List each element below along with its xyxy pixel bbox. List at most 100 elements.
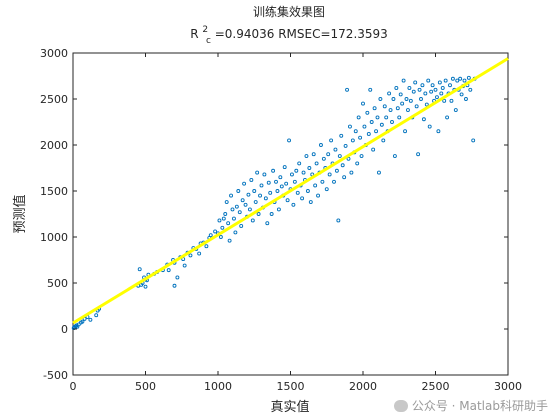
x-tick-label: 1000 bbox=[204, 380, 232, 393]
data-point bbox=[236, 189, 241, 193]
data-point bbox=[247, 207, 252, 212]
data-point bbox=[334, 168, 339, 173]
data-point bbox=[233, 230, 238, 235]
data-point bbox=[377, 170, 381, 175]
data-point bbox=[417, 87, 422, 92]
data-point bbox=[243, 202, 248, 207]
data-point bbox=[369, 120, 374, 124]
y-tick-label: 0 bbox=[61, 323, 68, 336]
data-point bbox=[287, 138, 291, 143]
data-point bbox=[366, 132, 371, 136]
data-point bbox=[295, 190, 300, 195]
data-point bbox=[316, 193, 320, 198]
data-point bbox=[439, 91, 444, 96]
y-tick-label: -500 bbox=[43, 369, 68, 382]
data-point bbox=[307, 166, 312, 170]
axis-ticks: 0 500 1000 1500 2000 2500 3000-500050010001500… bbox=[40, 47, 522, 393]
data-point bbox=[137, 267, 142, 272]
data-point bbox=[416, 152, 421, 157]
data-point bbox=[300, 196, 305, 201]
data-point bbox=[234, 204, 239, 209]
data-point bbox=[459, 92, 464, 97]
data-point bbox=[290, 172, 294, 177]
data-point bbox=[388, 108, 393, 112]
data-point bbox=[382, 104, 387, 109]
data-point bbox=[208, 233, 213, 238]
data-point bbox=[182, 263, 187, 268]
data-point bbox=[404, 97, 409, 101]
data-point bbox=[220, 225, 225, 230]
data-point bbox=[262, 172, 267, 177]
y-tick-label: 2000 bbox=[40, 139, 68, 152]
y-axis-label: 预测值 bbox=[12, 194, 28, 233]
data-point bbox=[255, 170, 260, 175]
axes-box bbox=[72, 52, 509, 376]
data-point bbox=[339, 133, 344, 138]
data-point bbox=[345, 87, 349, 92]
data-point bbox=[436, 129, 441, 134]
data-point bbox=[397, 115, 402, 120]
data-point bbox=[448, 83, 452, 88]
r2-subscript: c bbox=[206, 36, 211, 46]
data-point bbox=[166, 268, 171, 273]
data-point bbox=[342, 175, 347, 180]
data-point bbox=[229, 193, 234, 198]
data-point bbox=[282, 165, 287, 170]
data-point bbox=[365, 110, 370, 115]
data-point bbox=[423, 91, 428, 96]
data-point bbox=[437, 80, 442, 85]
x-tick-label: 2000 bbox=[349, 380, 377, 393]
data-point bbox=[407, 86, 412, 90]
y-tick-label: 1500 bbox=[40, 185, 68, 198]
r2-label: R bbox=[190, 27, 198, 41]
data-point bbox=[252, 189, 257, 193]
data-point bbox=[271, 168, 276, 173]
data-point bbox=[237, 210, 242, 215]
data-point bbox=[291, 202, 296, 207]
data-point bbox=[421, 117, 426, 122]
data-point bbox=[355, 161, 360, 166]
data-point bbox=[379, 122, 384, 127]
data-point bbox=[408, 98, 413, 103]
data-point bbox=[239, 224, 244, 228]
data-point bbox=[371, 147, 376, 152]
data-point bbox=[433, 87, 438, 92]
data-point bbox=[314, 161, 319, 166]
data-point bbox=[263, 196, 268, 201]
data-point bbox=[188, 253, 193, 258]
data-point bbox=[218, 235, 223, 239]
data-point bbox=[450, 76, 455, 81]
data-point bbox=[378, 97, 383, 101]
data-point bbox=[320, 179, 325, 184]
data-point bbox=[350, 138, 355, 143]
data-point bbox=[304, 154, 309, 158]
data-point bbox=[356, 115, 361, 120]
plot-area: 0 500 1000 1500 2000 2500 3000-500050010001500… bbox=[40, 47, 522, 393]
y-tick-label: 1000 bbox=[40, 231, 68, 244]
data-point bbox=[442, 98, 447, 103]
data-point bbox=[250, 218, 255, 223]
data-point bbox=[390, 120, 394, 124]
data-point bbox=[324, 187, 329, 192]
data-point bbox=[278, 175, 283, 180]
data-point bbox=[258, 193, 262, 198]
data-point bbox=[429, 89, 434, 94]
data-point bbox=[359, 154, 364, 158]
data-point bbox=[340, 163, 345, 168]
data-point bbox=[391, 97, 396, 101]
data-point bbox=[453, 108, 458, 112]
data-point bbox=[279, 184, 284, 189]
data-point bbox=[419, 97, 423, 101]
data-point bbox=[284, 181, 289, 186]
data-point bbox=[375, 115, 380, 120]
y-tick-label: 2500 bbox=[40, 93, 68, 106]
fit-line bbox=[72, 57, 509, 325]
data-point bbox=[403, 129, 407, 134]
data-point bbox=[227, 238, 232, 243]
data-point bbox=[213, 229, 218, 234]
data-point bbox=[445, 115, 450, 120]
data-point bbox=[240, 198, 245, 203]
data-point bbox=[427, 124, 432, 129]
data-point bbox=[381, 138, 386, 143]
chart-title: 训练集效果图 bbox=[253, 4, 325, 19]
